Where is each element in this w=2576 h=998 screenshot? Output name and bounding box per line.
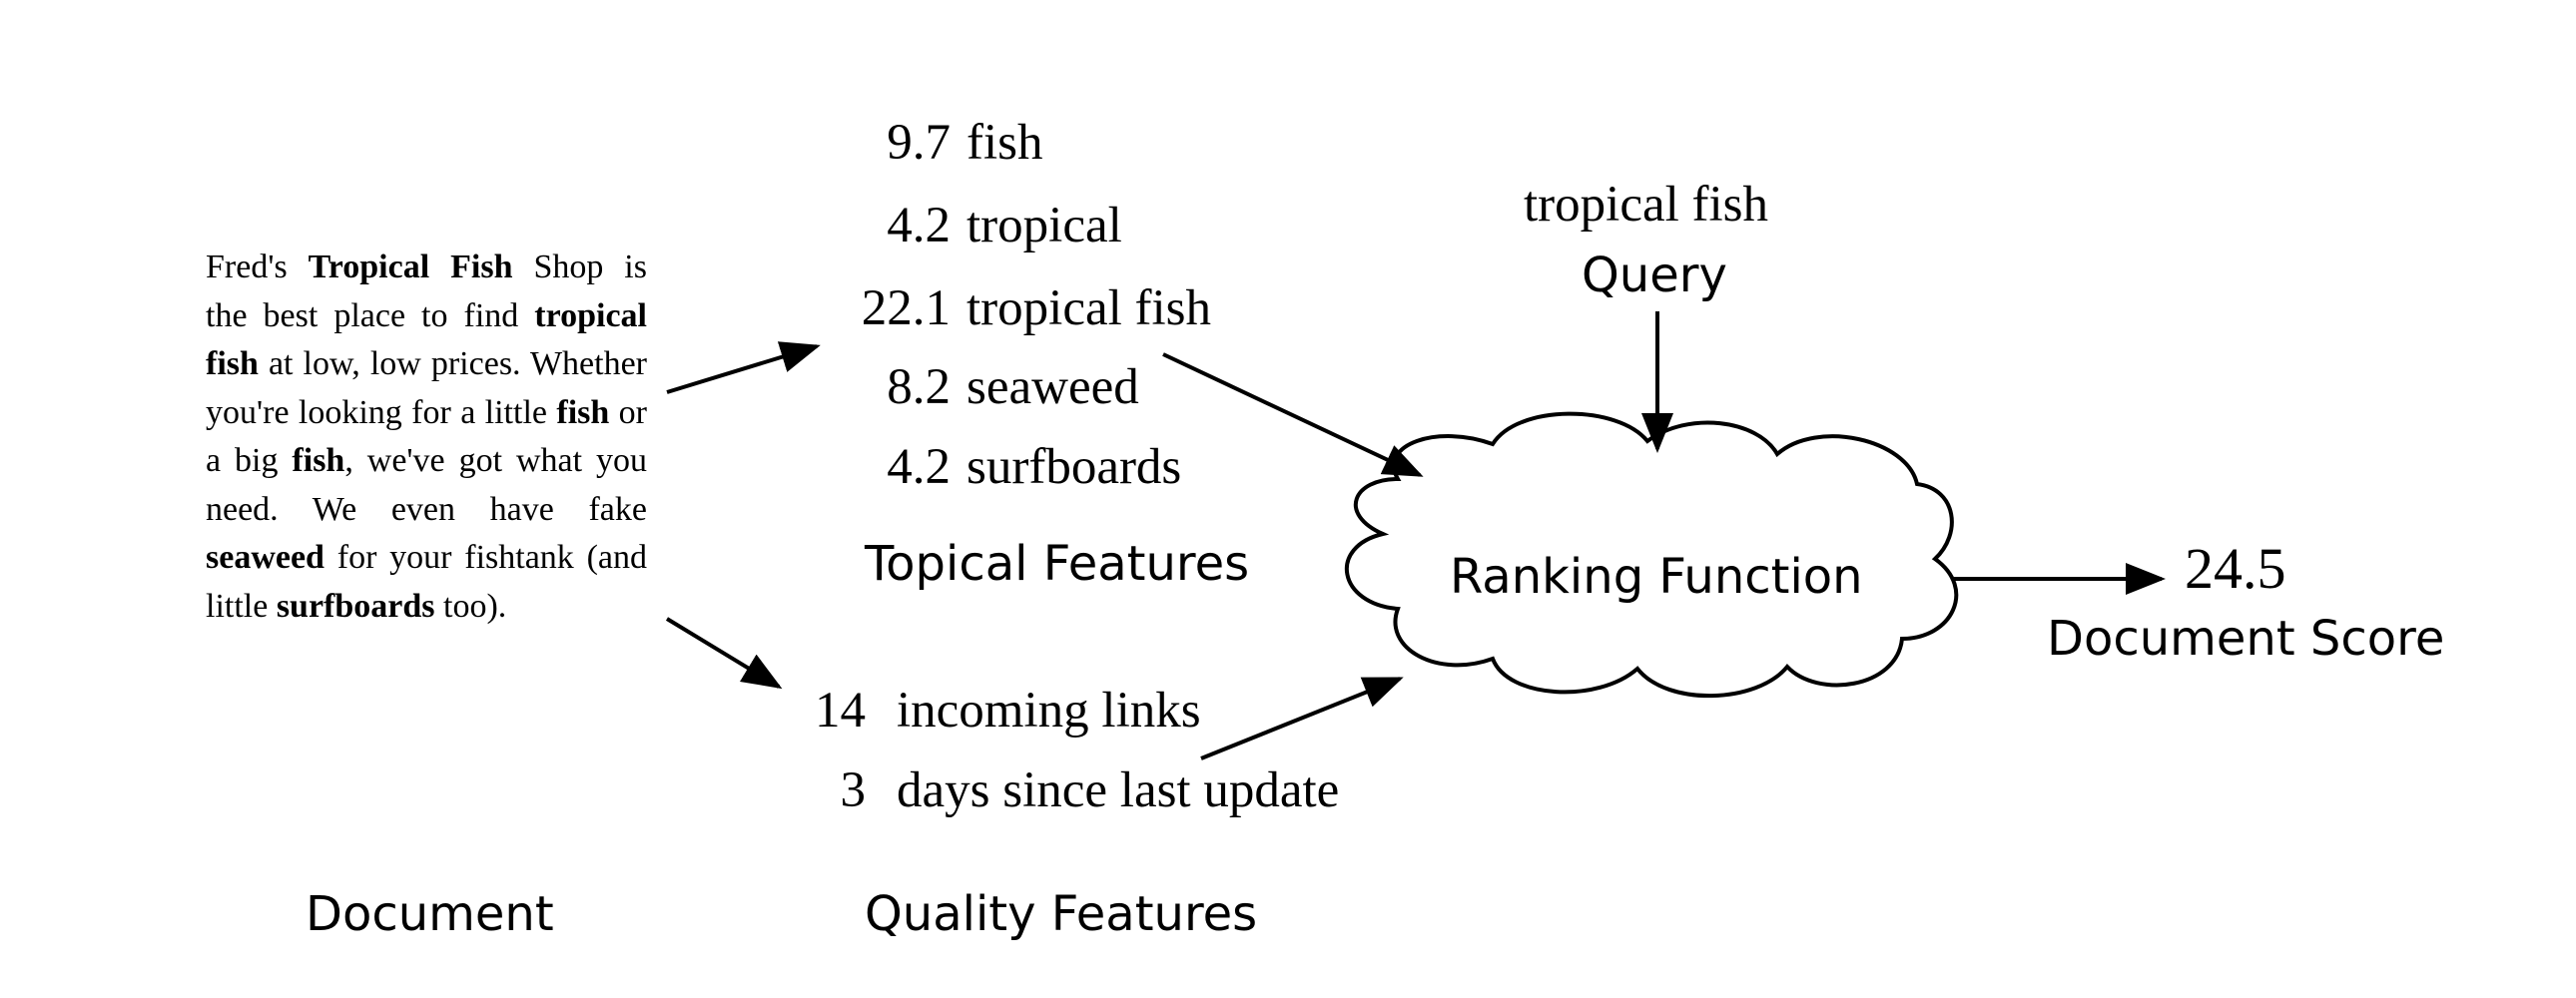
document-term-bold: fish xyxy=(556,393,610,431)
topical-feature-label: tropical fish xyxy=(966,280,1212,336)
topical-feature-value: 9.7 xyxy=(887,115,951,171)
topical-feature-label: seaweed xyxy=(966,359,1139,415)
topical-feature-label: tropical xyxy=(966,198,1122,253)
topical-feature-value: 8.2 xyxy=(887,359,951,415)
topical-feature-value: 22.1 xyxy=(861,280,951,336)
topical-feature-label: fish xyxy=(966,115,1043,171)
document-text: Fred's Tropical Fish Shop is the best pl… xyxy=(206,244,647,631)
ranking-function-label: Ranking Function xyxy=(1450,549,1863,605)
arrow-document-to-quality xyxy=(665,617,783,690)
topical-feature-row: 4.2 surfboards xyxy=(0,437,2576,497)
quality-feature-value: 14 xyxy=(815,683,866,739)
quality-feature-row: 14 incoming links xyxy=(0,681,2576,741)
document-text-run: too). xyxy=(434,587,507,625)
document-text-run: for your fishtank (and little xyxy=(206,539,647,625)
quality-feature-row: 3 days since last update xyxy=(0,760,2576,820)
document-text-run: , we've got what you need. We even have … xyxy=(206,442,647,528)
document-score-caption: Document Score xyxy=(2047,611,2445,667)
document-term-bold: tropical fish xyxy=(206,296,647,383)
topical-feature-value: 4.2 xyxy=(887,439,951,495)
arrow-topical-to-ranking xyxy=(1162,352,1424,477)
topical-feature-value: 4.2 xyxy=(887,198,951,253)
document-text-run: Fred's xyxy=(206,249,309,285)
topical-feature-row: 8.2 seaweed xyxy=(0,357,2576,417)
quality-feature-label: incoming links xyxy=(897,683,1201,739)
document-term-bold: Tropical Fish xyxy=(308,249,513,285)
document-term-bold: seaweed xyxy=(206,539,324,576)
topical-feature-row: 4.2 tropical xyxy=(0,196,2576,255)
arrow-document-to-topical xyxy=(666,341,821,394)
topical-features-caption: Topical Features xyxy=(865,536,1250,592)
document-text-run: Shop is the best place to find xyxy=(206,249,647,334)
arrow-quality-to-ranking xyxy=(1200,677,1404,760)
document-text-run: or a big xyxy=(206,393,647,480)
query-text: tropical fish xyxy=(1524,177,1769,233)
query-caption: Query xyxy=(1582,248,1727,303)
quality-feature-label: days since last update xyxy=(897,762,1340,818)
document-term-bold: fish xyxy=(292,442,345,479)
quality-feature-value: 3 xyxy=(840,762,867,818)
document-text-run: at low, low prices. Whether you're looki… xyxy=(206,345,647,431)
document-score-value: 24.5 xyxy=(2185,536,2286,601)
topical-feature-row: 9.7 fish xyxy=(0,113,2576,173)
topical-feature-label: surfboards xyxy=(966,439,1182,495)
document-term-bold: surfboards xyxy=(276,587,435,625)
document-caption: Document xyxy=(306,886,554,942)
topical-feature-row: 22.1 tropical fish xyxy=(0,278,2576,338)
quality-features-caption: Quality Features xyxy=(865,886,1258,942)
